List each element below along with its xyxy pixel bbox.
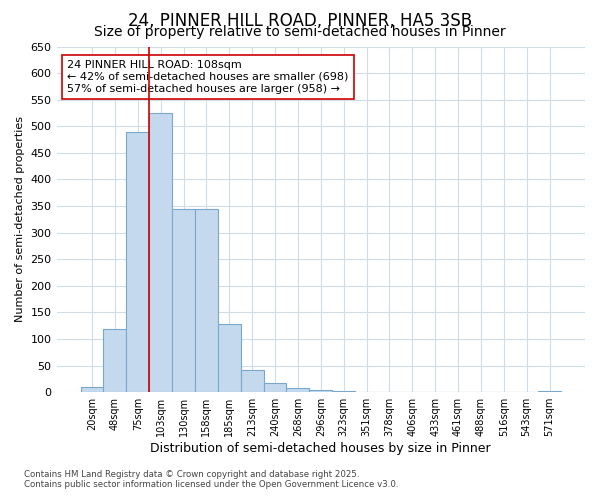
Bar [538,390,561,392]
Bar [263,382,286,392]
Text: 24, PINNER HILL ROAD, PINNER, HA5 3SB: 24, PINNER HILL ROAD, PINNER, HA5 3SB [128,12,472,30]
Bar [80,387,103,392]
Bar [310,390,332,392]
Bar [195,208,218,392]
Bar [286,388,310,392]
X-axis label: Distribution of semi-detached houses by size in Pinner: Distribution of semi-detached houses by … [151,442,491,455]
Bar [241,370,263,392]
Bar [149,113,172,392]
Text: 24 PINNER HILL ROAD: 108sqm
← 42% of semi-detached houses are smaller (698)
57% : 24 PINNER HILL ROAD: 108sqm ← 42% of sem… [67,60,349,94]
Bar [332,391,355,392]
Text: Contains HM Land Registry data © Crown copyright and database right 2025.
Contai: Contains HM Land Registry data © Crown c… [24,470,398,489]
Text: Size of property relative to semi-detached houses in Pinner: Size of property relative to semi-detach… [94,25,506,39]
Bar [172,208,195,392]
Bar [127,132,149,392]
Bar [103,330,127,392]
Bar [218,324,241,392]
Y-axis label: Number of semi-detached properties: Number of semi-detached properties [15,116,25,322]
